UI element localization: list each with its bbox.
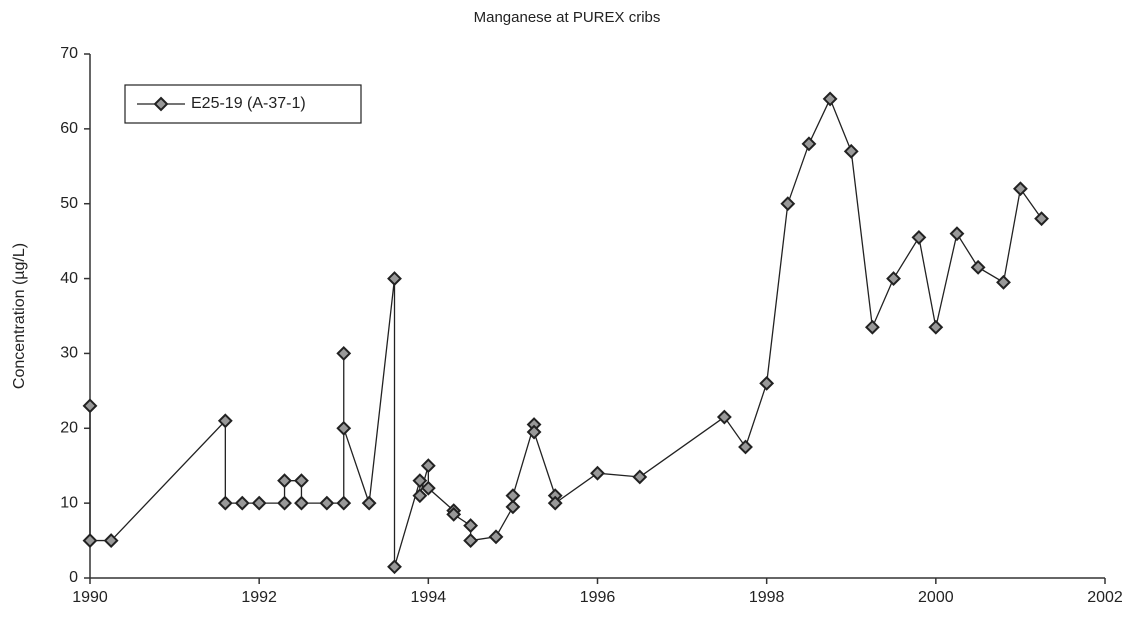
data-point xyxy=(420,480,436,496)
data-point xyxy=(446,506,462,522)
data-point xyxy=(547,495,563,511)
data-point xyxy=(463,533,479,548)
data-point xyxy=(505,488,521,504)
data-point xyxy=(103,533,119,548)
data-point xyxy=(294,473,309,489)
data-point xyxy=(928,319,944,335)
y-tick-label: 30 xyxy=(60,345,78,362)
data-point xyxy=(277,473,292,489)
data-point xyxy=(949,226,965,242)
x-tick-label: 1998 xyxy=(749,589,785,606)
y-tick-label: 20 xyxy=(60,420,78,437)
data-point xyxy=(738,439,753,455)
legend-label: E25-19 (A-37-1) xyxy=(191,95,306,112)
y-tick-label: 10 xyxy=(60,494,78,511)
x-tick-label: 1994 xyxy=(411,589,447,606)
x-tick-label: 2000 xyxy=(918,589,954,606)
data-point xyxy=(759,375,775,391)
data-point xyxy=(463,518,479,534)
data-point xyxy=(590,465,605,481)
data-point xyxy=(277,495,292,511)
chart-title: Manganese at PUREX cribs xyxy=(474,9,661,26)
data-point xyxy=(387,271,402,286)
y-tick-label: 0 xyxy=(69,569,78,586)
x-tick-label: 2002 xyxy=(1087,589,1123,606)
data-point xyxy=(234,495,250,511)
legend-marker xyxy=(153,96,169,112)
y-tick-label: 40 xyxy=(60,270,78,287)
data-point xyxy=(801,136,817,152)
x-tick-label: 1992 xyxy=(241,589,277,606)
data-point xyxy=(336,420,352,436)
data-point xyxy=(82,533,98,548)
data-point xyxy=(970,259,986,275)
data-point xyxy=(420,458,436,474)
data-point xyxy=(843,143,859,159)
data-point xyxy=(822,91,838,107)
data-point xyxy=(251,495,267,511)
y-tick-label: 70 xyxy=(60,45,78,62)
data-point xyxy=(412,473,428,489)
data-point xyxy=(911,229,927,245)
y-tick-label: 60 xyxy=(60,120,78,137)
data-point xyxy=(488,529,504,545)
data-point xyxy=(996,274,1011,290)
data-point xyxy=(217,495,233,511)
data-point xyxy=(387,559,402,575)
y-axis-label: Concentration (µg/L) xyxy=(11,243,28,389)
data-point xyxy=(361,495,377,511)
data-point xyxy=(864,319,880,335)
data-point xyxy=(319,495,335,511)
data-point xyxy=(336,495,352,511)
data-point xyxy=(632,469,648,485)
data-point xyxy=(526,424,542,440)
data-point xyxy=(82,398,98,414)
data-point xyxy=(1034,211,1049,227)
x-tick-label: 1996 xyxy=(580,589,616,606)
y-tick-label: 50 xyxy=(60,195,78,212)
data-point xyxy=(336,346,352,361)
data-point xyxy=(716,409,732,425)
data-point xyxy=(412,488,428,504)
x-tick-label: 1990 xyxy=(72,589,108,606)
data-point xyxy=(1013,181,1028,197)
data-point xyxy=(294,495,309,511)
data-point xyxy=(505,499,521,515)
data-point xyxy=(217,413,233,429)
data-point xyxy=(886,271,901,286)
data-point xyxy=(780,196,796,212)
